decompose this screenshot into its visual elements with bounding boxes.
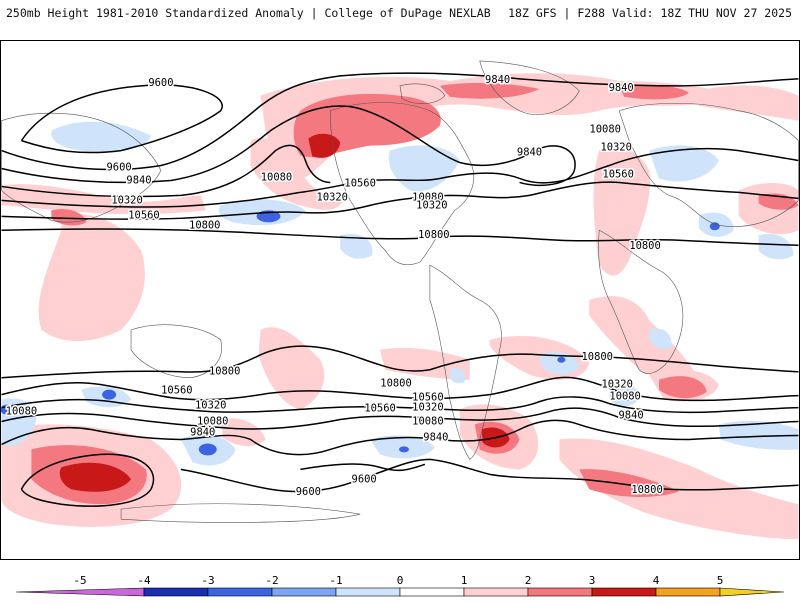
colorbar-tick-label: 3 (589, 574, 596, 587)
contour-label: 9840 (619, 410, 644, 422)
contour-label: 9840 (423, 431, 448, 443)
colorbar-tick-label: 4 (653, 574, 660, 587)
contour-label: 9840 (485, 74, 510, 86)
contour-label: 10320 (111, 194, 142, 206)
colorbar-right-arrow (719, 587, 785, 597)
colorbar-segment (591, 587, 657, 597)
contour-label: 10080 (6, 406, 37, 418)
contour-label: 10320 (412, 402, 443, 414)
contour-label: 10560 (602, 168, 633, 180)
colorbar-tick-label: -3 (201, 574, 214, 587)
colorbar-segment (399, 587, 465, 597)
contour-label: 9600 (296, 486, 321, 498)
colorbar-segment (271, 587, 337, 597)
colorbar-tick-label: -4 (137, 574, 151, 587)
colorbar-tick-label: 2 (525, 574, 532, 587)
contour-label: 10320 (416, 199, 447, 211)
colorbar-segment (143, 587, 209, 597)
map-title: 250mb Height 1981-2010 Standardized Anom… (6, 6, 491, 20)
contour-label: 10080 (261, 171, 292, 183)
colorbar-segment (207, 587, 273, 597)
colorbar-segment (655, 587, 721, 597)
colorbar-segment (527, 587, 593, 597)
contour-label: 10320 (600, 142, 631, 154)
contour-label: 9840 (126, 174, 151, 186)
colorbar-left-arrow (15, 587, 145, 597)
contour-label: 9600 (148, 77, 173, 89)
contour-label: 10080 (412, 191, 443, 203)
colorbar-tick-label: 0 (397, 574, 404, 587)
contour-label: 10320 (317, 191, 348, 203)
contour-labels: 9600 9600 9840 10080 10320 10560 10800 1… (4, 72, 664, 499)
colorbar-segment (335, 587, 401, 597)
contour-label: 10800 (631, 484, 662, 496)
contour-label: 9840 (609, 82, 634, 94)
contour-label: 10320 (195, 400, 226, 412)
contour-label: 10560 (161, 385, 192, 397)
model-valid-time: 18Z GFS | F288 Valid: 18Z THU NOV 27 202… (508, 6, 792, 20)
negative-anomaly-light (1, 121, 799, 466)
colorbar-tick-label: 1 (461, 574, 468, 587)
contour-label: 9840 (517, 147, 542, 159)
contour-label: 10800 (629, 240, 660, 252)
colorbar-segment (463, 587, 529, 597)
contour-label: 10080 (412, 416, 443, 428)
contour-label: 10560 (128, 209, 159, 221)
contour-label: 10080 (609, 391, 640, 403)
contour-label: 10800 (582, 351, 613, 363)
contour-label: 10800 (189, 219, 220, 231)
colorbar-segments (15, 587, 785, 597)
colorbar-tick-label: -5 (73, 574, 86, 587)
contour-label: 10800 (380, 378, 411, 390)
contour-label: 10800 (209, 366, 240, 378)
contour-label: 10080 (197, 416, 228, 428)
colorbar-tick-label: -1 (329, 574, 342, 587)
contour-label: 10800 (418, 229, 449, 241)
contour-label: 10080 (589, 124, 620, 136)
contour-label: 9600 (107, 162, 132, 174)
anomaly-map: 9600 9600 9840 10080 10320 10560 10800 1… (0, 40, 800, 560)
contour-label: 10560 (344, 177, 375, 189)
colorbar-tick-label: 5 (717, 574, 724, 587)
contour-label: 10320 (601, 379, 632, 391)
contour-label: 10560 (364, 403, 395, 415)
colorbar-tick-label: -2 (265, 574, 278, 587)
contour-label: 9600 (352, 473, 377, 485)
positive-anomaly-light (1, 73, 799, 540)
contour-label: 9840 (190, 426, 215, 438)
anomaly-colorbar: -5 -4 -3 -2 -1 0 1 2 3 4 5 (0, 560, 800, 600)
contour-label: 10560 (412, 392, 443, 404)
height-contours (1, 72, 799, 507)
positive-anomaly-strong (59, 133, 510, 492)
